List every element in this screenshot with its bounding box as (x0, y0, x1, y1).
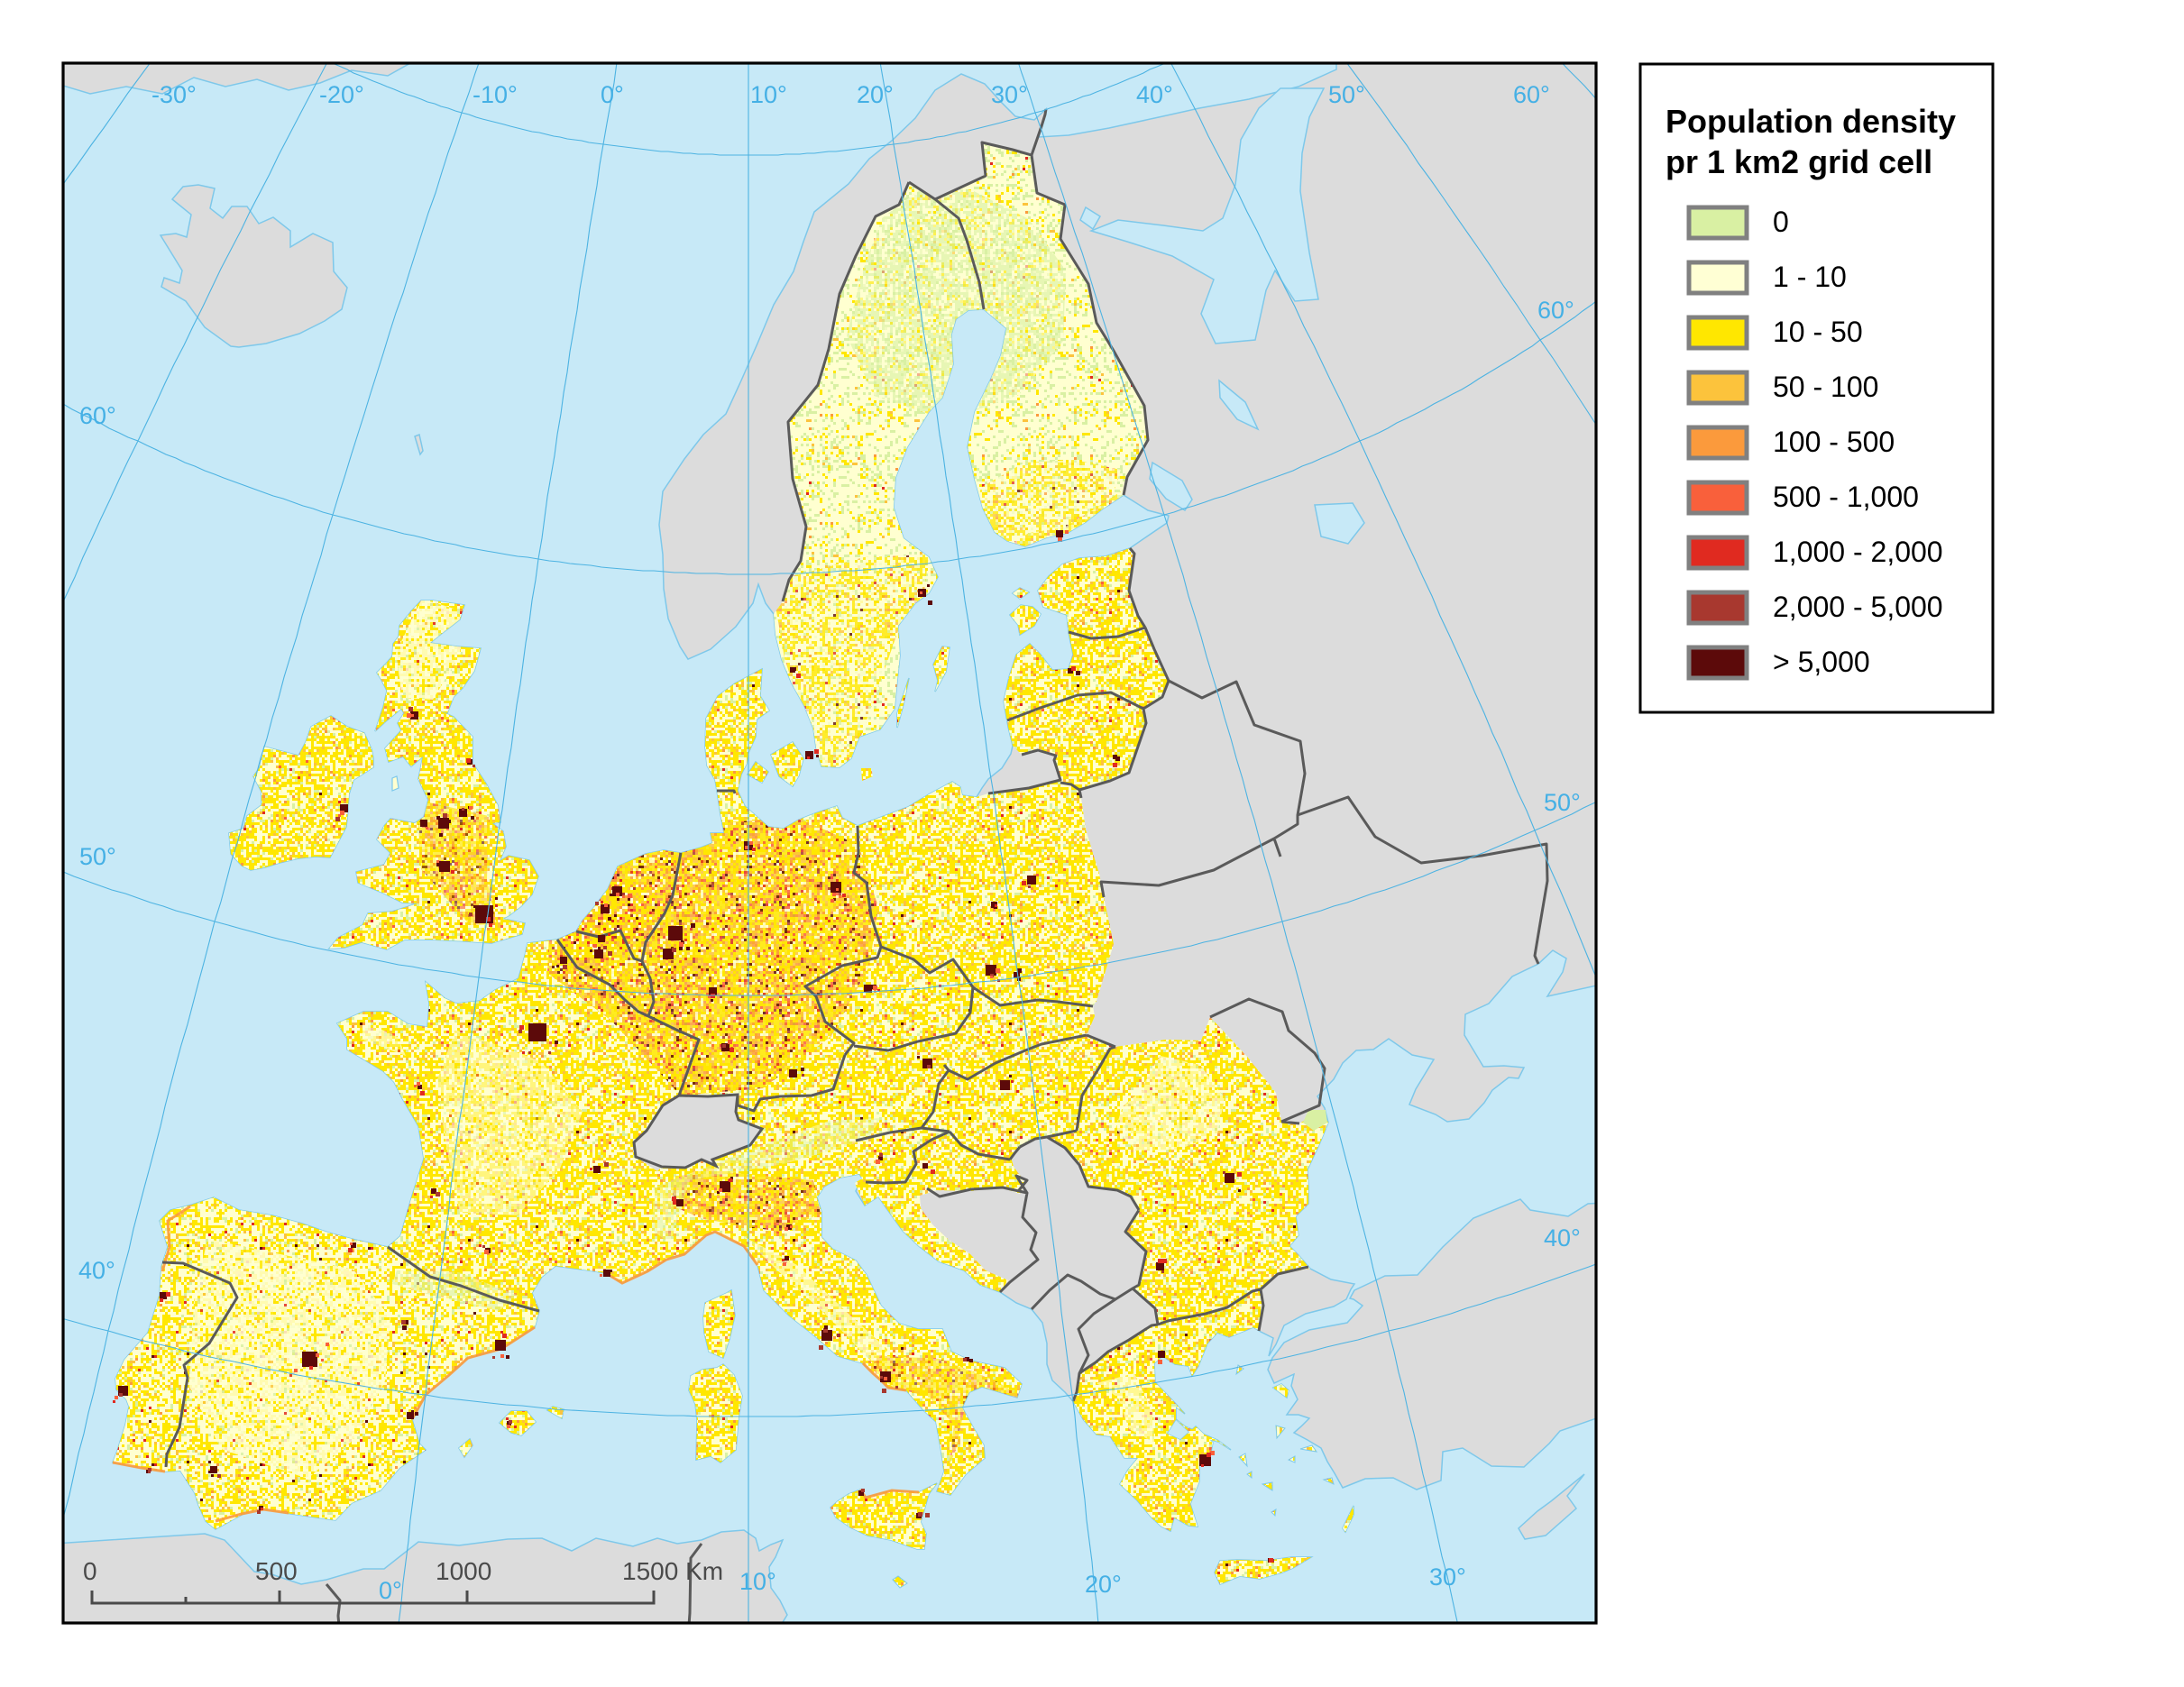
svg-text:0°: 0° (601, 81, 624, 108)
svg-text:0°: 0° (379, 1577, 402, 1604)
svg-text:10°: 10° (750, 81, 787, 108)
svg-text:50 - 100: 50 - 100 (1773, 371, 1878, 403)
svg-text:40°: 40° (1136, 81, 1173, 108)
svg-text:10°: 10° (739, 1568, 776, 1595)
svg-text:-20°: -20° (319, 81, 364, 108)
svg-text:40°: 40° (1544, 1224, 1581, 1251)
svg-text:1,000 - 2,000: 1,000 - 2,000 (1773, 536, 1943, 568)
svg-text:Population density: Population density (1666, 103, 1956, 140)
svg-text:> 5,000: > 5,000 (1773, 646, 1870, 678)
svg-text:60°: 60° (1513, 81, 1550, 108)
svg-text:60°: 60° (1537, 297, 1574, 324)
svg-text:500 - 1,000: 500 - 1,000 (1773, 481, 1919, 513)
svg-text:50°: 50° (1328, 81, 1365, 108)
svg-text:-10°: -10° (473, 81, 518, 108)
svg-text:60°: 60° (79, 402, 116, 429)
svg-text:2,000 - 5,000: 2,000 - 5,000 (1773, 591, 1943, 623)
svg-text:30°: 30° (991, 81, 1028, 108)
svg-text:100 - 500: 100 - 500 (1773, 426, 1895, 458)
svg-text:30°: 30° (1429, 1563, 1466, 1591)
svg-text:1500 Km: 1500 Km (622, 1557, 723, 1585)
svg-text:0: 0 (1773, 206, 1789, 238)
svg-text:0: 0 (83, 1557, 97, 1585)
svg-text:50°: 50° (79, 843, 116, 870)
svg-text:500: 500 (255, 1557, 298, 1585)
svg-text:40°: 40° (78, 1257, 115, 1284)
svg-text:1 - 10: 1 - 10 (1773, 261, 1847, 293)
svg-text:pr 1 km2 grid cell: pr 1 km2 grid cell (1666, 143, 1932, 180)
svg-text:1000: 1000 (436, 1557, 491, 1585)
svg-text:10 - 50: 10 - 50 (1773, 316, 1863, 348)
svg-text:20°: 20° (857, 81, 894, 108)
svg-text:-30°: -30° (151, 81, 197, 108)
svg-text:20°: 20° (1085, 1571, 1122, 1598)
svg-text:50°: 50° (1544, 789, 1581, 816)
